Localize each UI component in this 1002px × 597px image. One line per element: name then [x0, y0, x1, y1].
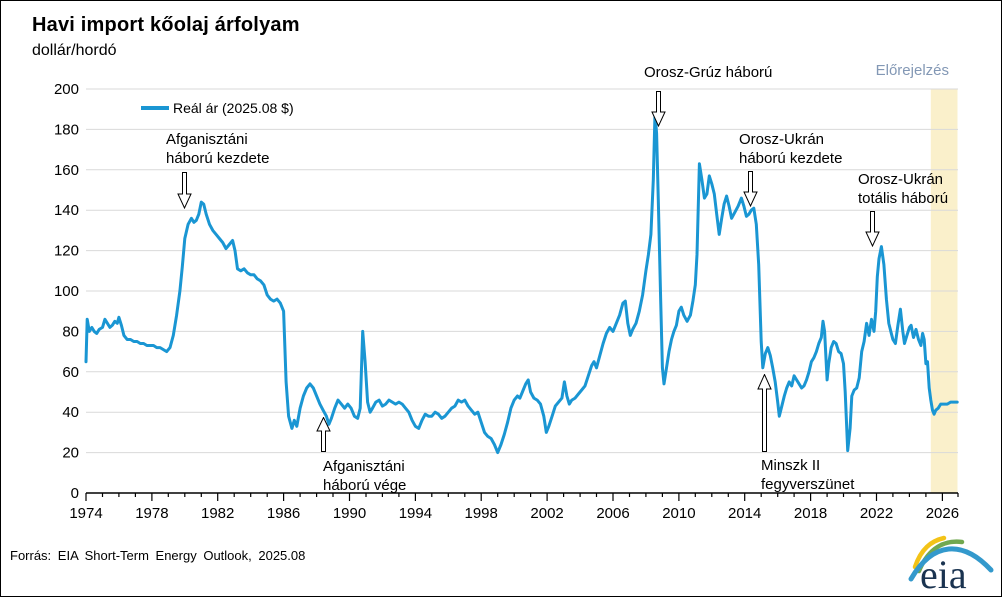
x-tick-label: 1974	[69, 505, 102, 522]
y-tick-label: 60	[62, 364, 79, 381]
down-arrow-icon	[177, 172, 192, 209]
x-tick-label: 1986	[267, 505, 300, 522]
eia-logo-text: eia	[920, 552, 967, 595]
x-tick-label: 2022	[860, 505, 893, 522]
up-arrow-icon	[757, 374, 772, 452]
eia-logo-icon: eia	[908, 535, 994, 596]
y-tick-label: 0	[71, 485, 79, 502]
down-arrow-icon	[743, 171, 758, 207]
y-tick-label: 40	[62, 404, 79, 421]
x-tick-label: 1982	[201, 505, 234, 522]
x-tick-label: 2006	[596, 505, 629, 522]
y-tick-label: 200	[54, 81, 79, 98]
annotation-afghan-war-start: Afganisztáni háború kezdete	[166, 131, 270, 167]
x-tick-label: 2018	[794, 505, 827, 522]
annotation-minsk-ii-ceasefire: Minszk II fegyverszünet	[761, 457, 855, 493]
down-arrow-icon	[865, 211, 880, 247]
down-arrow-icon	[651, 91, 666, 127]
x-tick-label: 2002	[530, 505, 563, 522]
y-tick-label: 160	[54, 162, 79, 179]
annotation-russo-georgian-war: Orosz-Grúz háború	[644, 64, 773, 81]
chart-unit-subtitle: dollár/hordó	[32, 42, 117, 59]
page-title: Havi import kőolaj árfolyam	[32, 14, 300, 36]
x-tick-label: 1990	[333, 505, 366, 522]
x-tick-label: 1994	[399, 505, 432, 522]
x-tick-label: 2026	[926, 505, 959, 522]
eia-logo: eia	[899, 533, 999, 596]
up-arrow-icon	[316, 417, 331, 452]
annotation-russo-ukrainian-war-start: Orosz-Ukrán háború kezdete	[739, 131, 843, 167]
y-tick-label: 120	[54, 243, 79, 260]
x-tick-label: 1998	[465, 505, 498, 522]
legend: Reál ár (2025.08 $)	[141, 100, 294, 116]
x-tick-label: 1978	[135, 505, 168, 522]
y-tick-label: 180	[54, 121, 79, 138]
price-line	[84, 111, 959, 455]
legend-line-swatch	[141, 106, 169, 110]
source-note: Forrás: EIA Short-Term Energy Outlook, 2…	[10, 548, 306, 563]
y-tick-label: 100	[54, 283, 79, 300]
y-tick-label: 140	[54, 202, 79, 219]
annotation-russo-ukrainian-total-war: Orosz-Ukrán totális háború	[858, 171, 949, 207]
x-tick-label: 2014	[728, 505, 761, 522]
forecast-label: Előrejelzés	[875, 62, 949, 79]
y-tick-label: 80	[62, 323, 79, 340]
annotation-afghan-war-end: Afganisztáni háború vége	[323, 458, 407, 494]
legend-label: Reál ár (2025.08 $)	[173, 100, 294, 116]
x-tick-label: 2010	[662, 505, 695, 522]
y-tick-label: 20	[62, 445, 79, 462]
